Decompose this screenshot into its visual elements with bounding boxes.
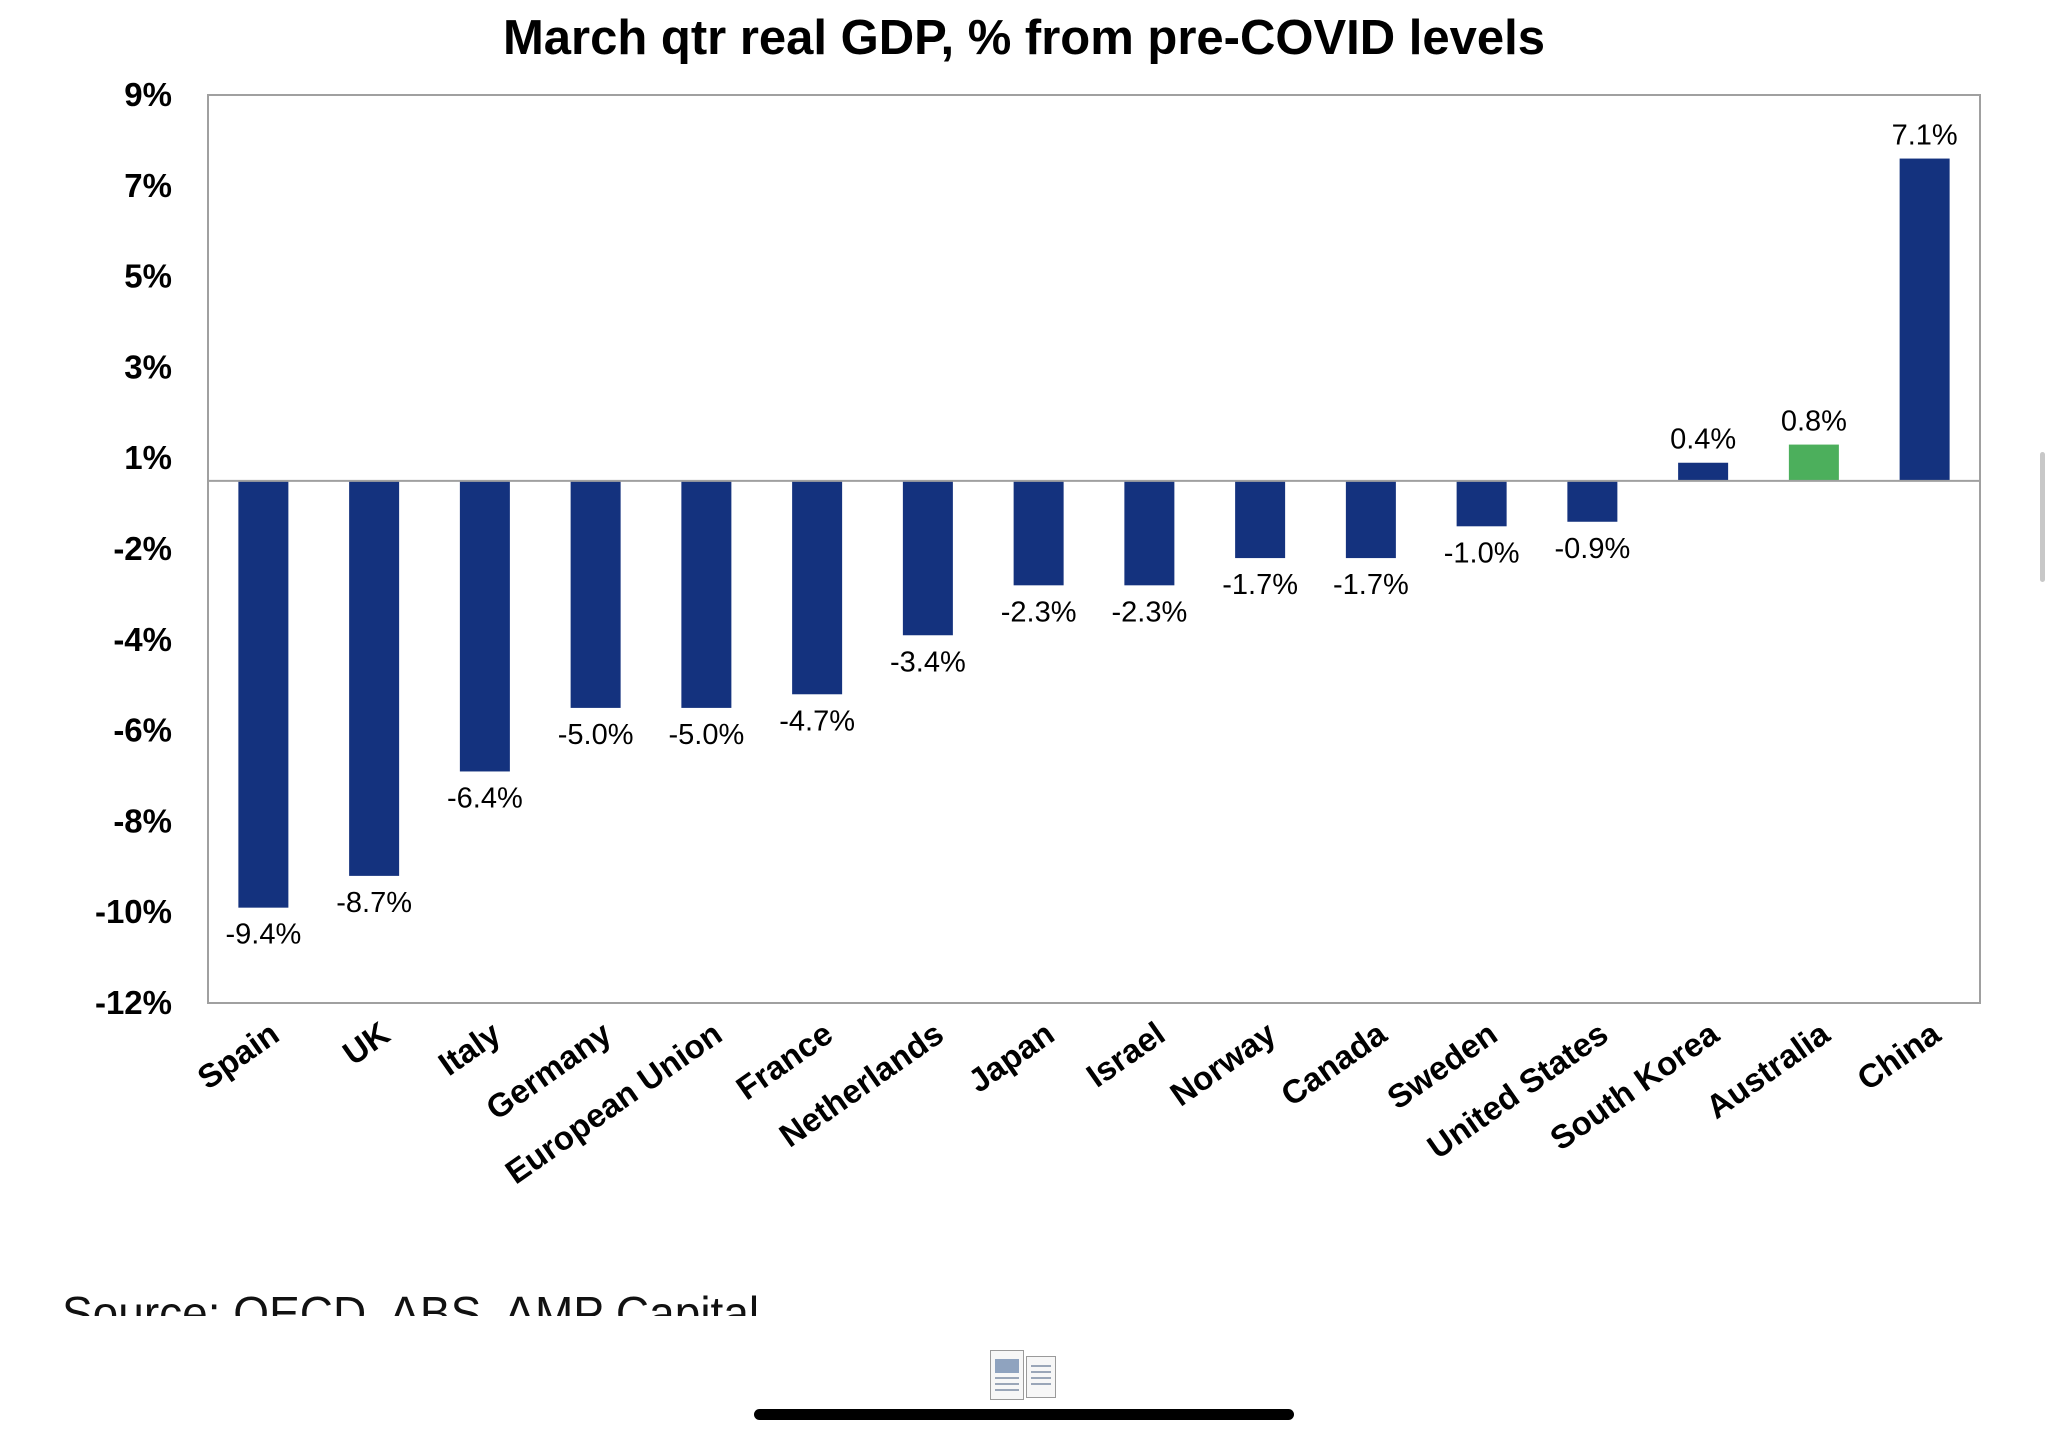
data-label: -1.7% <box>1222 569 1298 601</box>
source-note: Source: OECD, ABS, AMP Capital <box>62 1287 760 1316</box>
bar-china <box>1899 158 1950 481</box>
data-label: -2.3% <box>1111 596 1187 628</box>
y-tick-label: 1% <box>124 439 172 476</box>
bar-canada <box>1345 480 1396 559</box>
bar-chart: 9% 7% 5% 3% 1% -2% -4% -6% -8% -10% -12% -9.4% -8.7… <box>95 76 1981 1191</box>
data-label: -2.3% <box>1001 596 1077 628</box>
data-label: -4.7% <box>779 705 855 737</box>
data-label: 7.1% <box>1892 120 1958 152</box>
y-axis-ticks: 9% 7% 5% 3% 1% -2% -4% -6% -8% -10% -12% <box>95 76 172 1021</box>
bar-uk <box>349 480 400 876</box>
x-tick-label: China <box>1850 1014 1947 1097</box>
y-tick-label: 5% <box>124 258 172 295</box>
data-label: -1.0% <box>1444 537 1520 569</box>
x-tick-label: Italy <box>432 1014 508 1083</box>
bar-south-korea <box>1678 462 1729 481</box>
y-tick-label: 7% <box>124 167 172 204</box>
bar-netherlands <box>902 480 953 636</box>
data-label: -8.7% <box>336 887 412 919</box>
data-label: 0.4% <box>1670 424 1736 456</box>
bar-germany <box>570 480 621 708</box>
bars <box>238 158 1950 908</box>
bar-norway <box>1235 480 1286 559</box>
data-label: 0.8% <box>1781 406 1847 438</box>
y-tick-label: 9% <box>124 76 172 113</box>
y-tick-label: -6% <box>113 712 172 749</box>
x-tick-label: Spain <box>191 1014 286 1096</box>
y-tick-label: -2% <box>113 530 172 567</box>
y-tick-label: -10% <box>95 893 172 930</box>
y-tick-label: -12% <box>95 984 172 1021</box>
bar-united-states <box>1567 480 1618 522</box>
x-tick-label: Japan <box>961 1014 1060 1099</box>
bar-european-union <box>681 480 732 708</box>
bar-australia <box>1788 444 1839 481</box>
bar-japan <box>1013 480 1064 586</box>
home-indicator[interactable] <box>754 1409 1294 1420</box>
chart-title: March qtr real GDP, % from pre-COVID lev… <box>502 11 1546 65</box>
y-tick-label: -4% <box>113 621 172 658</box>
y-tick-label: -8% <box>113 802 172 839</box>
data-label: -0.9% <box>1554 533 1630 565</box>
thumbnail-page-2[interactable] <box>1026 1356 1056 1398</box>
data-labels: -9.4% -8.7% -6.4% -5.0% -5.0% -4.7% -3.4% -2.3%… <box>225 120 1957 951</box>
bar-israel <box>1124 480 1175 586</box>
y-tick-label: 3% <box>124 348 172 385</box>
data-label: -5.0% <box>668 719 744 751</box>
bar-sweden <box>1456 480 1507 527</box>
x-tick-label: Canada <box>1274 1014 1393 1113</box>
x-tick-label: Australia <box>1699 1014 1836 1126</box>
data-label: -3.4% <box>890 646 966 678</box>
thumbnail-page-1[interactable] <box>990 1350 1024 1400</box>
page-thumbnails-icon[interactable] <box>990 1350 1058 1402</box>
data-label: -9.4% <box>225 919 301 951</box>
x-tick-label: Norway <box>1163 1014 1282 1113</box>
x-tick-label: UK <box>336 1014 396 1072</box>
x-tick-label: Israel <box>1080 1014 1172 1094</box>
scroll-indicator[interactable] <box>2040 452 2045 582</box>
data-label: -6.4% <box>447 782 523 814</box>
bar-spain <box>238 480 289 908</box>
data-label: -1.7% <box>1333 569 1409 601</box>
plot-area <box>207 94 1981 1004</box>
bar-france <box>792 480 843 695</box>
bar-italy <box>459 480 510 772</box>
data-label: -5.0% <box>558 719 634 751</box>
